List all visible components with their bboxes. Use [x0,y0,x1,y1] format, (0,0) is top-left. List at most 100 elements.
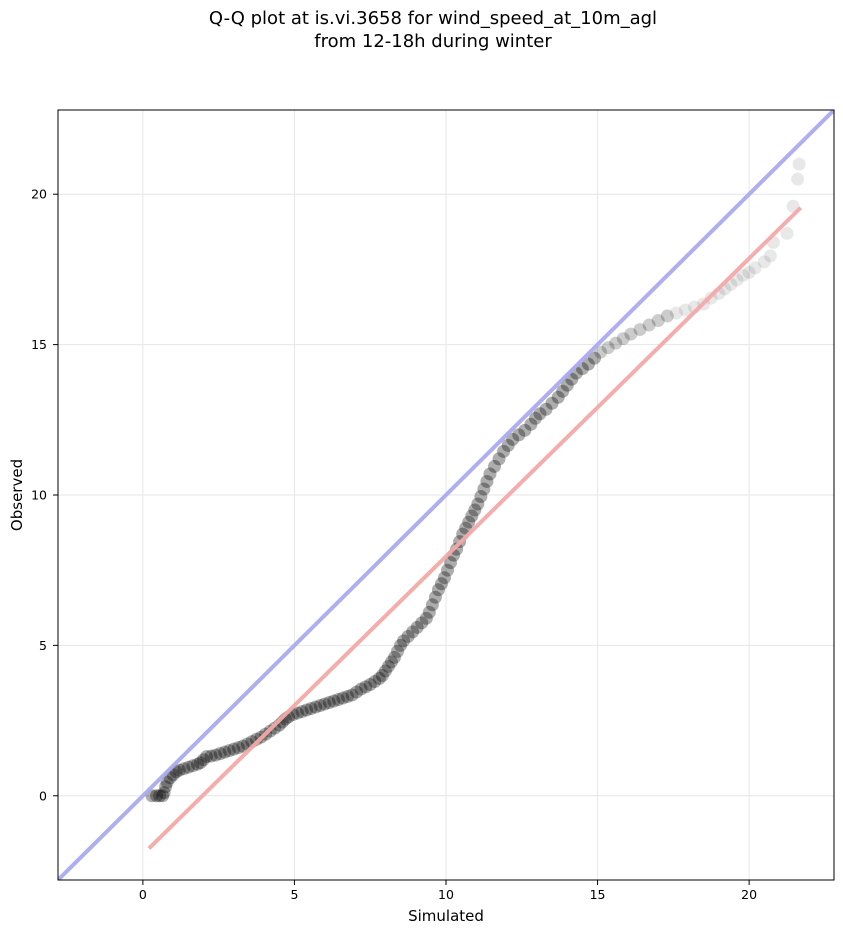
data-point [236,739,250,753]
data-point [434,577,448,591]
data-point [193,756,207,770]
data-point [633,323,647,337]
data-point [601,341,615,355]
y-axis-label: Observed [8,459,26,531]
data-point [757,255,771,269]
data-point [528,411,542,425]
data-point [336,691,350,705]
data-point [594,345,608,359]
y-axis: 0 5 10 15 20 [31,187,58,803]
x-axis-label: Simulated [408,907,484,925]
data-point [551,390,565,404]
data-point [609,336,623,350]
data-point [378,664,392,678]
data-point [730,273,744,287]
chart-title: Q-Q plot at is.vi.3658 for wind_speed_at… [0,7,843,53]
data-point [437,571,451,585]
data-point [157,786,171,800]
data-point [197,753,210,767]
data-point [387,650,401,664]
data-point [462,515,476,529]
data-point [159,780,173,794]
grid [58,110,834,880]
data-point [384,655,398,669]
data-point [401,629,415,643]
data-point [190,757,204,771]
data-point [318,697,332,711]
data-point [150,789,164,803]
y-tick-label: 15 [31,337,47,352]
data-point [209,748,223,762]
data-point [501,438,515,452]
reference-lines [58,110,834,880]
data-point [441,563,455,577]
data-point [483,467,497,481]
data-point [660,309,674,323]
data-point [363,677,377,691]
x-tick-label: 20 [741,887,757,902]
data-point [222,744,236,758]
data-point [450,542,464,556]
data-point [160,775,174,789]
x-axis: 0 5 10 15 20 [139,880,757,902]
data-point [218,745,232,759]
data-point [372,671,386,685]
chart-title-line-1: Q-Q plot at is.vi.3658 for wind_speed_at… [208,8,658,29]
data-point [268,721,282,735]
data-point [181,760,195,774]
data-point [200,750,214,764]
data-point [204,749,218,763]
data-point [394,638,408,652]
x-tick-label: 0 [139,887,147,902]
data-point [415,616,429,630]
data-point [465,509,479,523]
data-point [444,556,458,570]
data-point [560,378,574,392]
data-point [616,332,630,346]
data-point [331,693,345,707]
data-point [669,306,683,320]
data-point [350,685,364,699]
data-point [492,452,506,466]
data-point [428,590,442,604]
x-tick-label: 5 [290,887,298,902]
data-point [780,226,794,240]
y-tick-label: 0 [39,788,47,803]
data-point [295,705,309,719]
y-tick-label: 10 [31,488,47,503]
data-point [678,303,692,317]
data-point [368,674,382,688]
data-point [213,747,227,761]
data-point [588,351,602,365]
data-point [488,459,501,473]
data-point [290,706,304,720]
data-point [375,668,389,682]
data-point [406,625,420,639]
data-point [742,265,756,279]
data-point [471,497,485,511]
y-tick-label: 5 [39,638,47,653]
data-point [581,357,595,371]
data-point [624,327,638,341]
data-point [309,700,323,714]
data-point [354,682,368,696]
data-point [322,696,336,710]
x-tick-label: 15 [590,887,606,902]
data-point [250,732,264,746]
data-point [792,157,806,171]
data-point [186,759,200,773]
scatter-points [145,157,806,803]
data-point [545,396,559,410]
data-point [381,659,395,673]
data-point [518,423,532,437]
data-point [313,699,327,713]
data-point [156,789,170,803]
data-point [651,314,665,328]
data-point [539,402,553,416]
data-point [524,417,538,431]
y-tick-label: 20 [31,187,47,202]
data-point [736,268,750,282]
data-point [340,690,354,704]
data-point [227,742,241,756]
data-point [480,474,494,488]
